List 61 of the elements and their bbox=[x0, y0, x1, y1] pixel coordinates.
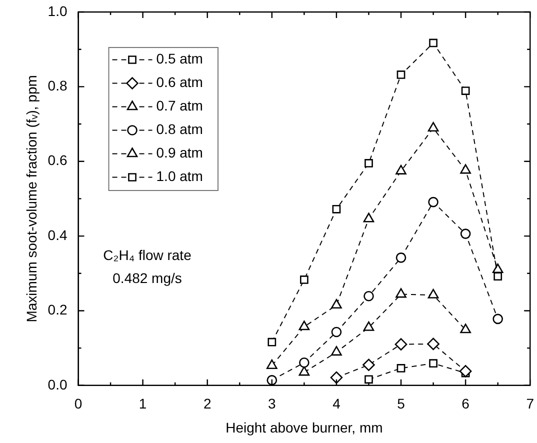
legend-label: 0.8 atm bbox=[156, 121, 203, 138]
point bbox=[300, 276, 308, 284]
legend-label: 0.6 atm bbox=[156, 74, 203, 90]
point bbox=[266, 359, 278, 370]
x-tick-label: 0 bbox=[74, 396, 82, 412]
y-tick-label: 0.8 bbox=[48, 78, 68, 94]
point bbox=[396, 364, 406, 372]
point bbox=[428, 196, 438, 208]
point bbox=[429, 38, 438, 48]
x-tick-label: 6 bbox=[462, 396, 470, 412]
point bbox=[460, 164, 471, 174]
legend-label: 1.0 atm bbox=[156, 168, 203, 184]
point bbox=[266, 375, 278, 386]
point bbox=[364, 375, 373, 384]
point bbox=[429, 359, 438, 368]
y-tick-label: 0.6 bbox=[48, 152, 68, 168]
x-tick-label: 5 bbox=[397, 396, 406, 412]
legend-label: 0.7 atm bbox=[156, 98, 203, 114]
point bbox=[460, 324, 471, 334]
point bbox=[494, 272, 502, 281]
point bbox=[362, 358, 375, 372]
legend-label: 0.9 atm bbox=[156, 144, 203, 161]
point bbox=[332, 204, 341, 214]
x-tick-label: 3 bbox=[268, 396, 276, 412]
x-tick-label: 7 bbox=[526, 396, 534, 412]
point bbox=[330, 371, 343, 384]
legend-label: 0.5 atm bbox=[156, 50, 203, 67]
y-tick-label: 0.0 bbox=[48, 376, 68, 392]
point bbox=[396, 70, 406, 79]
point bbox=[394, 338, 408, 350]
point bbox=[331, 298, 342, 309]
y-tick-label: 1.0 bbox=[48, 2, 68, 19]
x-tick-label: 4 bbox=[332, 396, 341, 412]
annotation: 0.482 mg/s bbox=[112, 270, 182, 286]
point bbox=[461, 86, 470, 95]
point bbox=[460, 228, 471, 239]
y-axis-title: Maximum soot-volume fraction (fᵥ), ppm bbox=[23, 75, 40, 322]
point bbox=[428, 122, 439, 132]
x-axis-title: Height above burner, mm bbox=[226, 419, 383, 436]
x-tick-label: 1 bbox=[138, 396, 147, 412]
point bbox=[331, 346, 342, 356]
point bbox=[492, 314, 503, 324]
point bbox=[459, 365, 472, 378]
x-tick-label: 2 bbox=[203, 396, 212, 412]
point bbox=[428, 288, 439, 298]
point bbox=[363, 212, 374, 222]
y-tick-label: 0.4 bbox=[48, 226, 68, 243]
point bbox=[298, 320, 310, 330]
point bbox=[396, 164, 406, 174]
point bbox=[396, 252, 406, 263]
point bbox=[364, 291, 374, 302]
point bbox=[363, 321, 374, 331]
point bbox=[298, 366, 310, 376]
point bbox=[427, 338, 440, 350]
point bbox=[299, 357, 310, 368]
annotation: C₂H₄ flow rate bbox=[103, 246, 192, 263]
point bbox=[396, 288, 406, 298]
y-tick-label: 0.2 bbox=[48, 302, 68, 318]
point bbox=[268, 338, 276, 346]
point bbox=[364, 159, 373, 168]
point bbox=[331, 326, 342, 338]
